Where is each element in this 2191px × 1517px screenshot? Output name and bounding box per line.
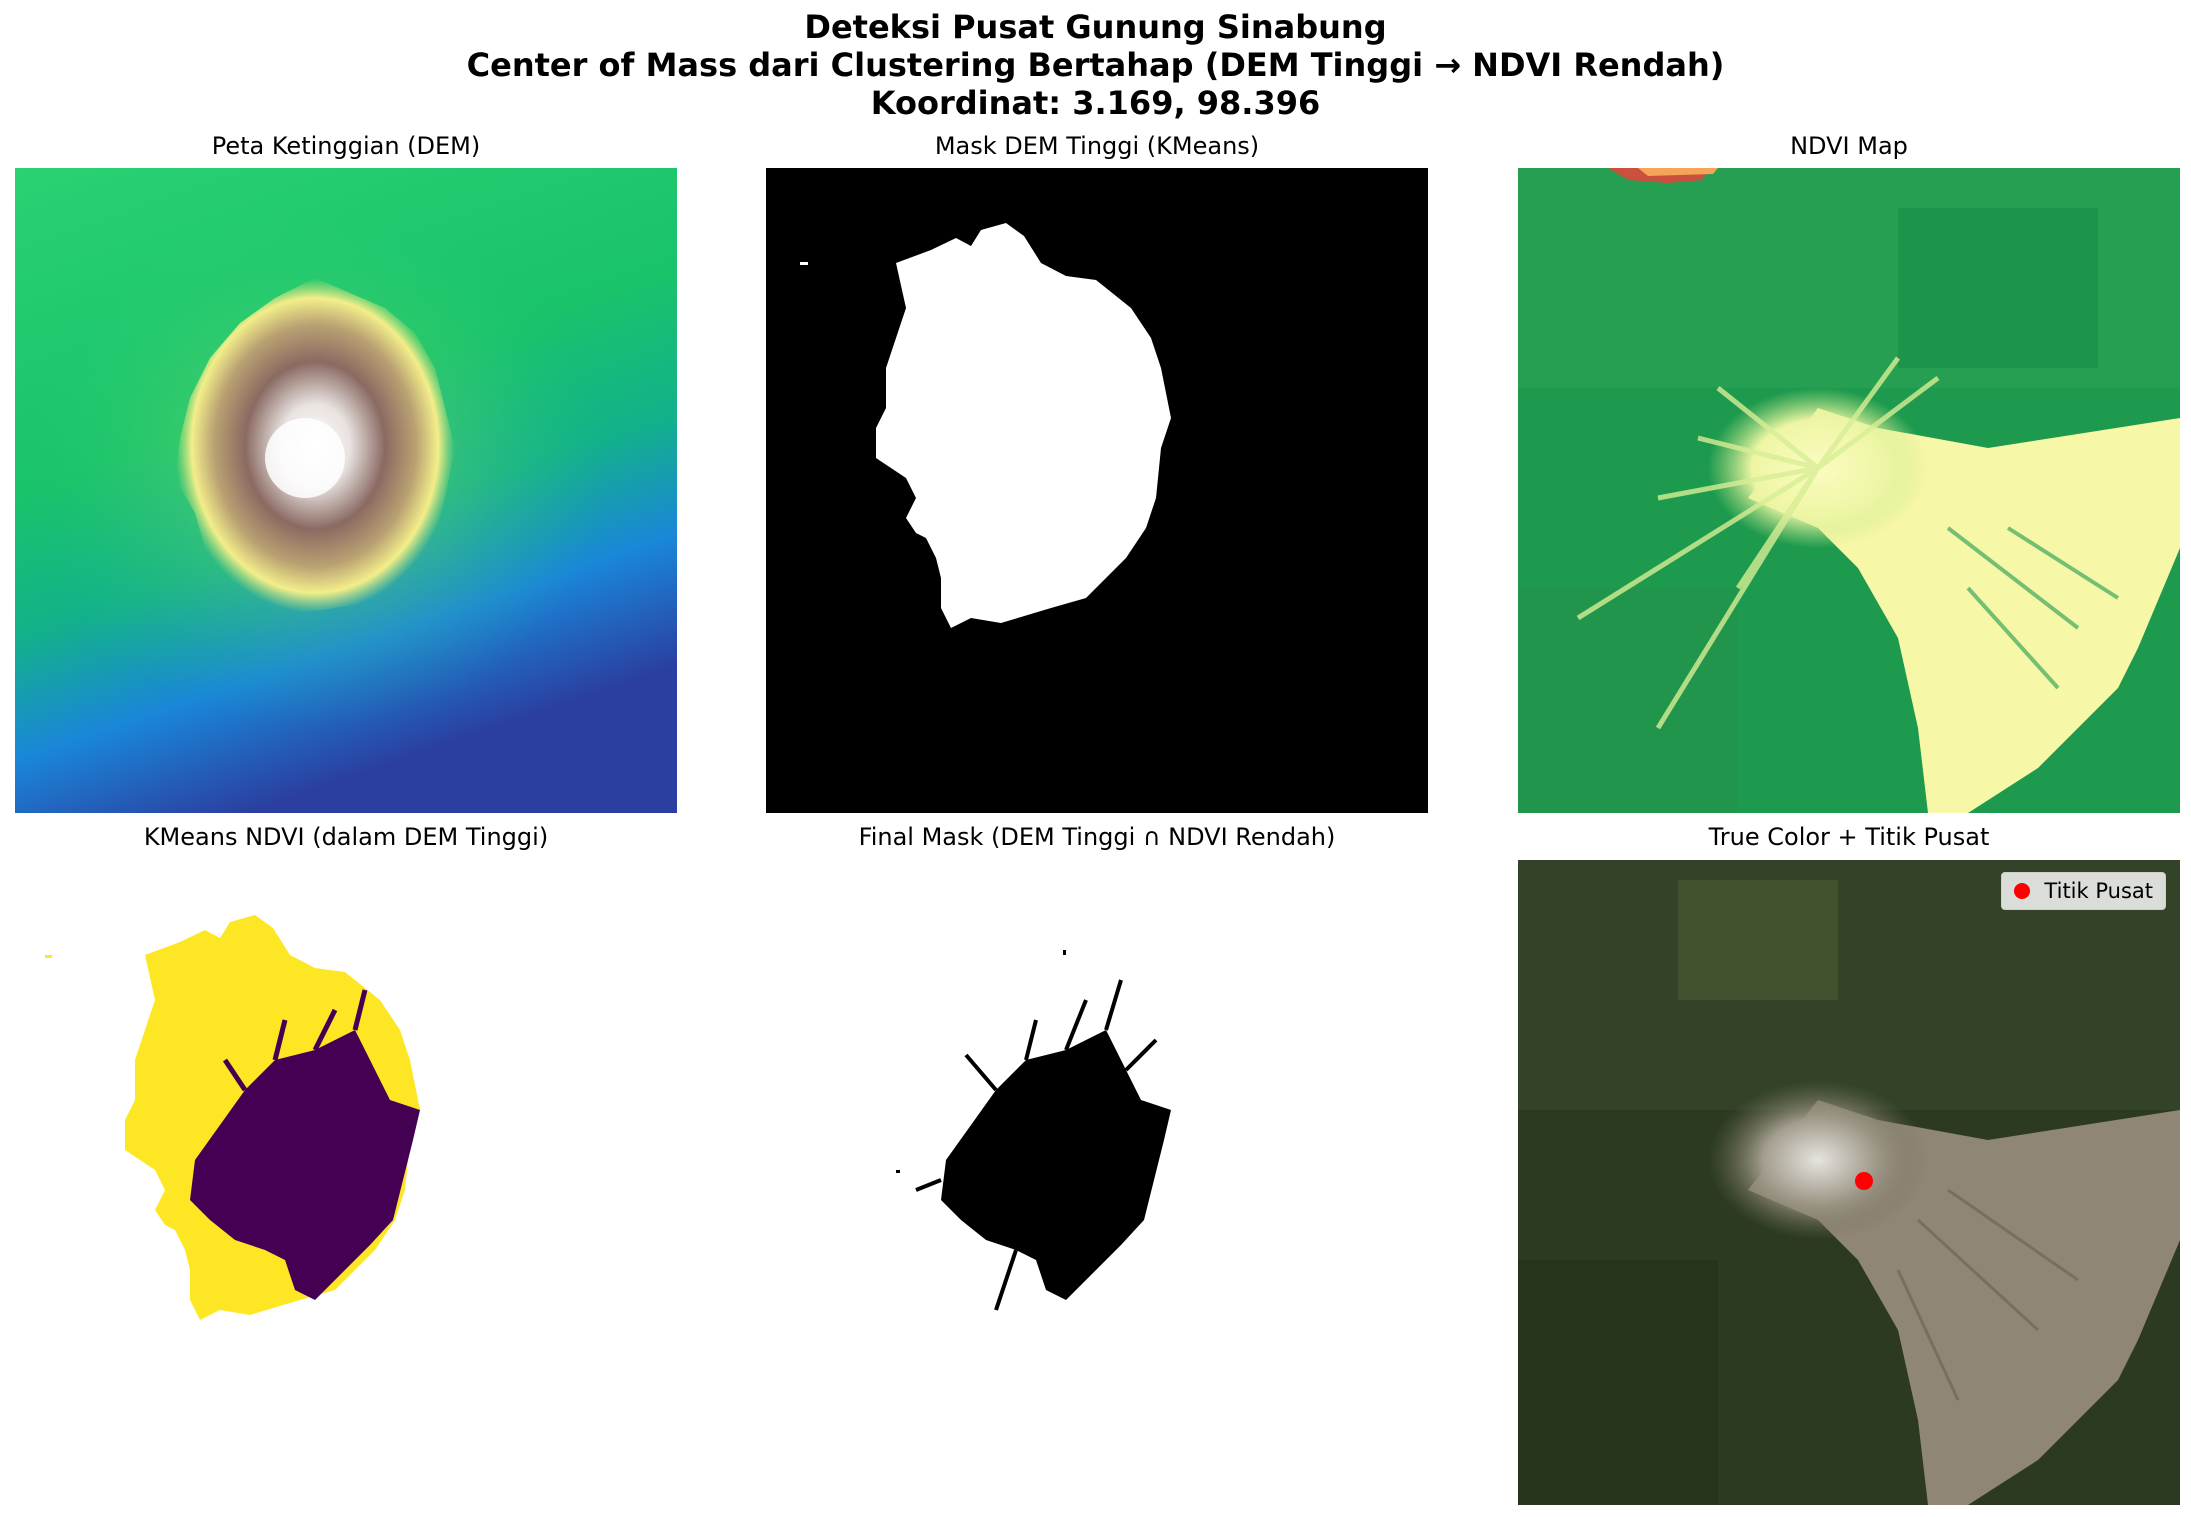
ndvi-map bbox=[1518, 168, 2180, 813]
dem-panel-title: Peta Ketinggian (DEM) bbox=[211, 132, 481, 160]
dem-high-mask bbox=[766, 168, 1428, 813]
kmeans-ndvi-panel-title: KMeans NDVI (dalam DEM Tinggi) bbox=[143, 823, 549, 851]
center-point-marker bbox=[1855, 1172, 1873, 1190]
kmeans-ndvi-clusters bbox=[15, 860, 677, 1505]
true-color-panel-title: True Color + Titik Pusat bbox=[1708, 823, 1990, 851]
figure-title-line3: Koordinat: 3.169, 98.396 bbox=[870, 84, 1321, 122]
dem-elevation-map bbox=[15, 168, 677, 813]
figure-title-line2: Center of Mass dari Clustering Bertahap … bbox=[466, 46, 1725, 84]
final-mask bbox=[766, 860, 1428, 1505]
true-color-image: Titik Pusat bbox=[1518, 860, 2180, 1505]
legend: Titik Pusat bbox=[2001, 872, 2166, 910]
figure-title-line1: Deteksi Pusat Gunung Sinabung bbox=[804, 8, 1387, 46]
legend-label: Titik Pusat bbox=[2044, 879, 2153, 903]
mask-dem-panel-title: Mask DEM Tinggi (KMeans) bbox=[934, 132, 1260, 160]
final-mask-panel-title: Final Mask (DEM Tinggi ∩ NDVI Rendah) bbox=[858, 823, 1336, 851]
legend-marker-icon bbox=[2014, 883, 2031, 899]
ndvi-panel-title: NDVI Map bbox=[1790, 132, 1908, 160]
